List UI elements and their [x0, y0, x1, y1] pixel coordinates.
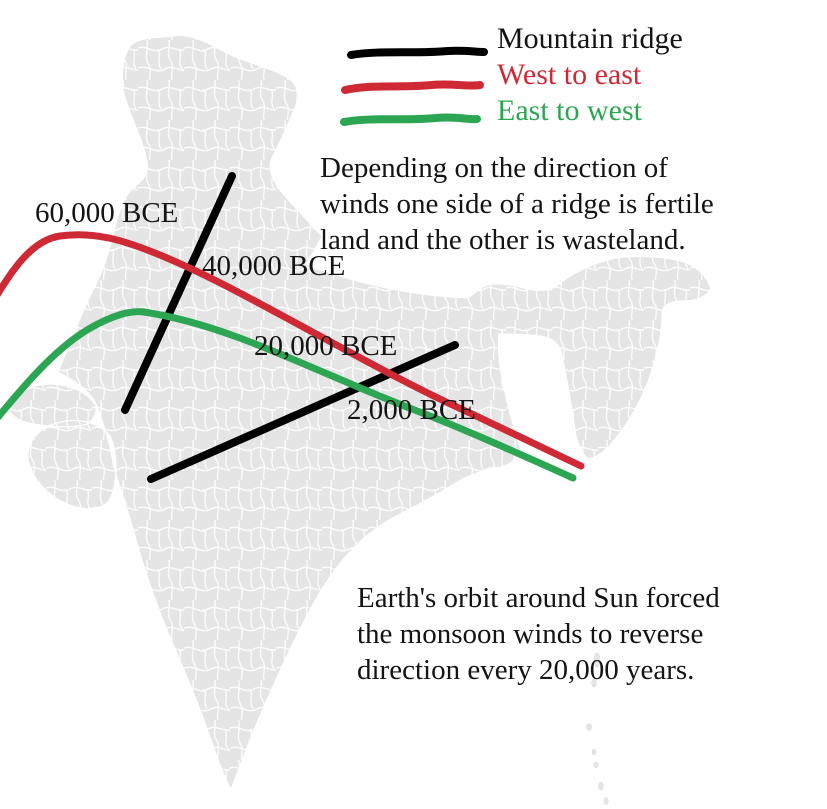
- orbit-note-line-2: the monsoon winds to reverse: [357, 618, 704, 650]
- mountain-ridge-line-north: [121, 172, 236, 414]
- ridge-fertility-note: Depending on the direction of winds one …: [320, 150, 714, 258]
- legend-swatch-west-to-east: [341, 80, 484, 94]
- east-to-west-wind-curve: [0, 308, 577, 482]
- era-label-40000-bce: 40,000 BCE: [202, 250, 346, 282]
- orbit-note-line-3: direction every 20,000 years.: [357, 654, 695, 686]
- mountain-ridge-line-south: [147, 341, 459, 483]
- legend-label-west-to-east: West to east: [497, 58, 642, 91]
- orbit-note-line-1: Earth's orbit around Sun forced: [357, 582, 720, 614]
- era-label-20000-bce: 20,000 BCE: [254, 330, 398, 362]
- ridge-note-line-2: winds one side of a ridge is fertile: [320, 188, 714, 220]
- legend-label-mountain-ridge: Mountain ridge: [497, 22, 683, 55]
- west-to-east-wind-curve: [0, 231, 585, 470]
- orbit-reversal-note: Earth's orbit around Sun forced the mons…: [357, 580, 720, 688]
- legend-swatch-mountain-ridge: [347, 46, 488, 59]
- legend-swatch-east-to-west: [340, 113, 481, 126]
- ridge-note-line-3: land and the other is wasteland.: [320, 224, 686, 256]
- ridge-note-line-1: Depending on the direction of: [320, 152, 668, 184]
- legend-label-east-to-west: East to west: [497, 94, 642, 127]
- era-label-2000-bce: 2,000 BCE: [347, 394, 476, 426]
- andaman-islands-dots: [586, 652, 609, 805]
- era-label-60000-bce: 60,000 BCE: [35, 197, 179, 229]
